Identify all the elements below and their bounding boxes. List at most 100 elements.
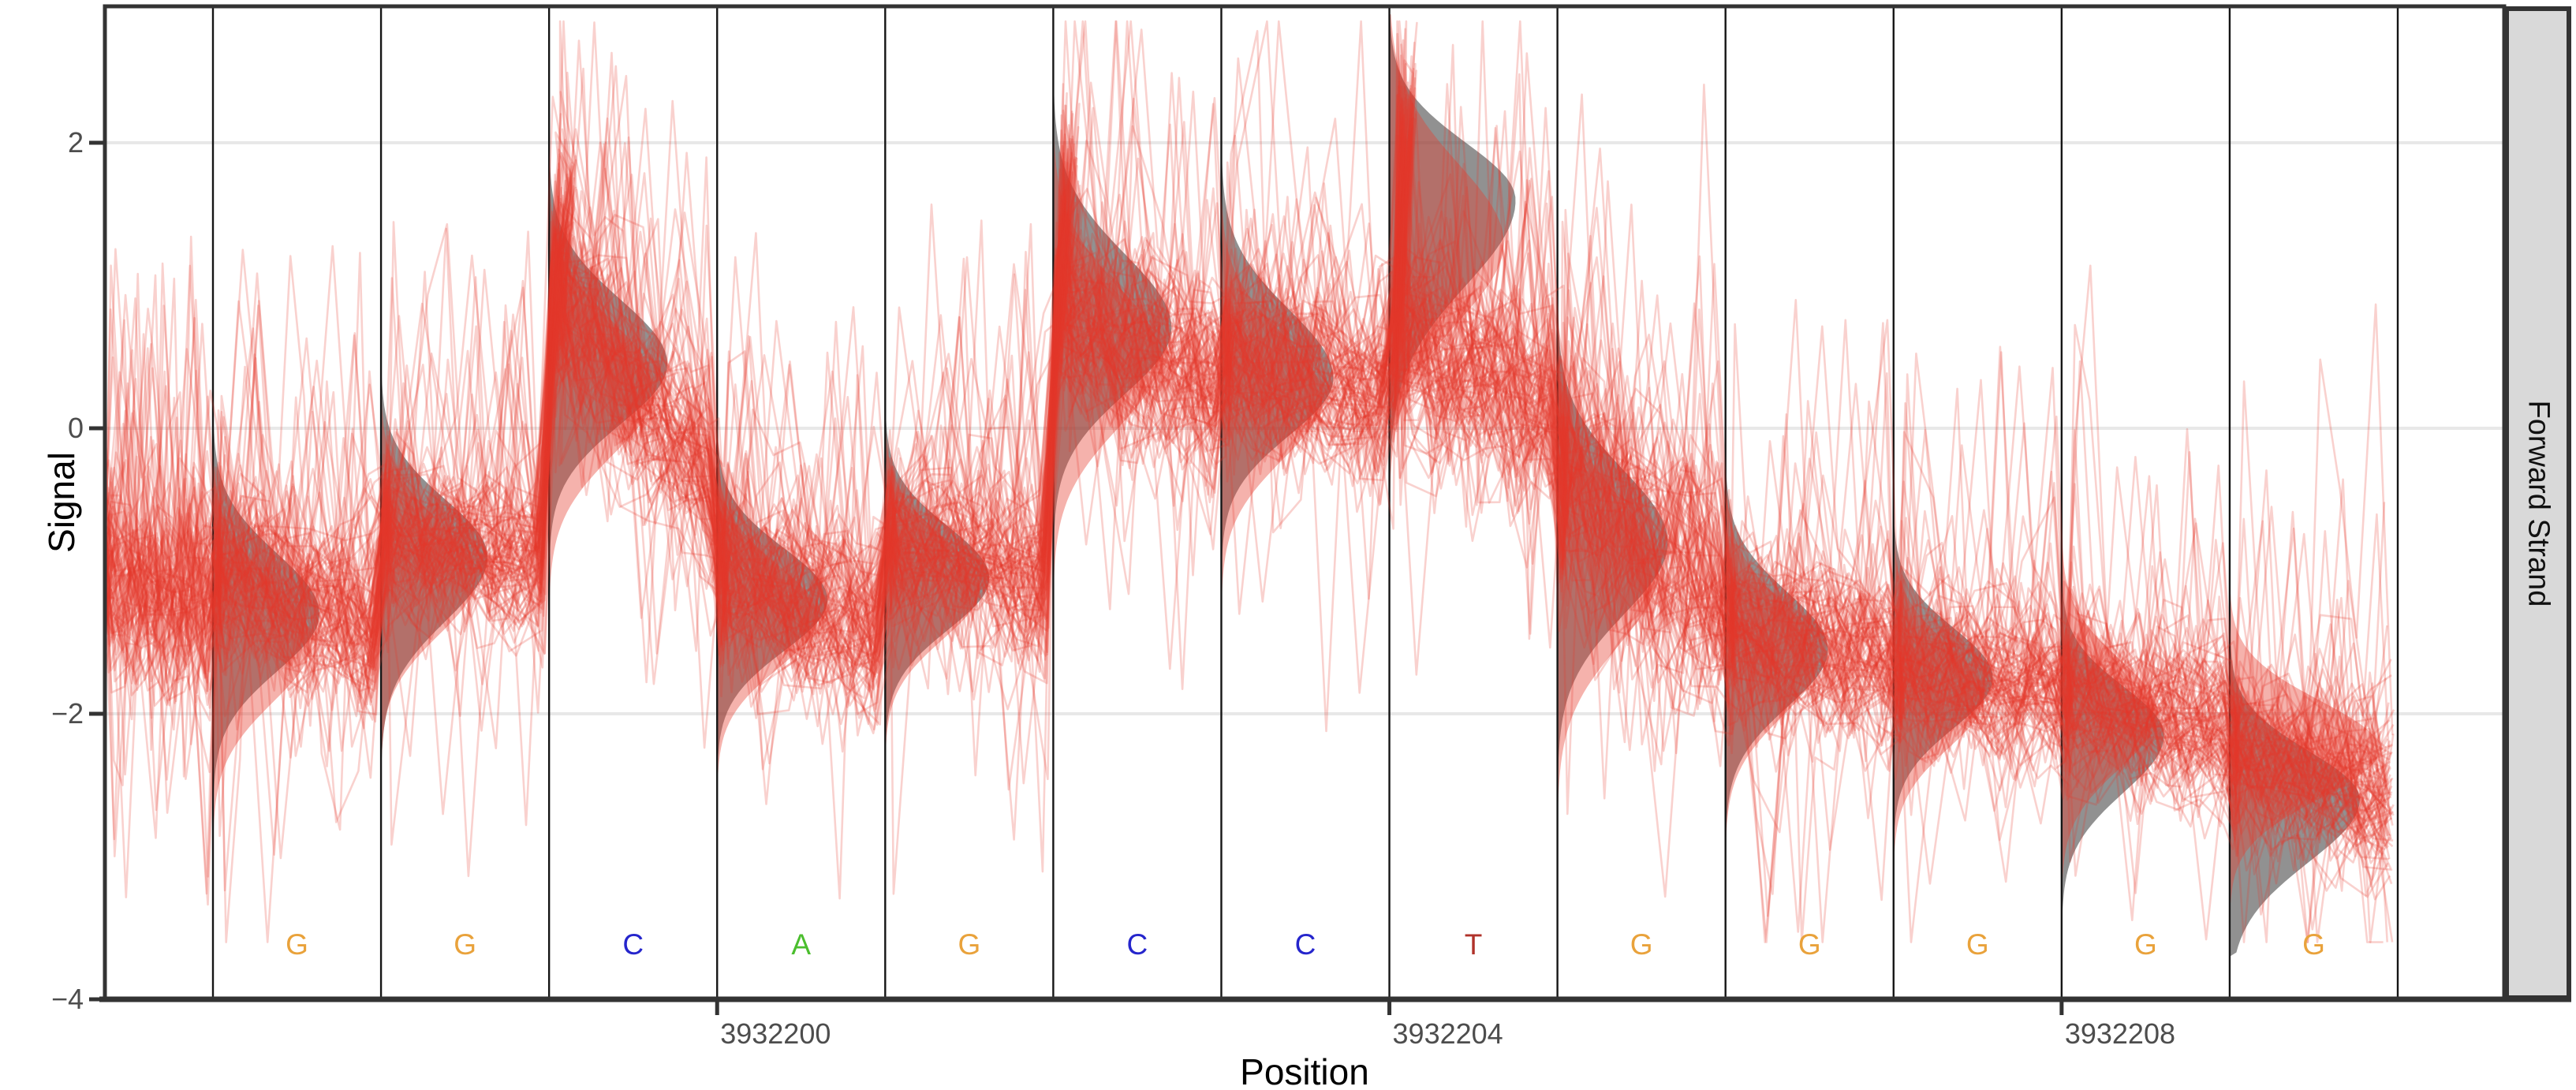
read-trace: [103, 106, 2385, 943]
read-trace: [103, 20, 2389, 848]
read-trace: [104, 21, 2390, 895]
read-trace: [104, 193, 2392, 782]
model-density: [1725, 466, 1828, 833]
read-trace: [103, 94, 2394, 831]
read-density: [885, 424, 980, 753]
base-letter: C: [622, 928, 644, 961]
read-trace: [103, 152, 2384, 804]
read-trace: [103, 279, 2389, 898]
read-trace: [103, 160, 2391, 901]
model-density: [2061, 580, 2164, 918]
facet-strip-forward-strand: Forward Strand: [2504, 6, 2571, 1000]
base-letter: G: [1630, 928, 1653, 961]
read-trace: [103, 20, 2388, 776]
read-trace: [103, 151, 2388, 824]
read-trace: [103, 213, 2394, 861]
base-letter: G: [958, 928, 980, 961]
read-trace: [103, 87, 2388, 820]
model-density: [1053, 91, 1172, 539]
read-trace: [103, 85, 2392, 943]
read-trace: [103, 159, 2391, 860]
read-trace: [103, 141, 2391, 793]
read-trace: [103, 233, 2386, 812]
read-trace: [103, 135, 2388, 849]
read-trace: [103, 113, 2394, 943]
read-trace: [103, 62, 2395, 901]
read-trace: [103, 117, 2387, 878]
base-letter: G: [454, 928, 476, 961]
read-density: [1725, 476, 1819, 842]
read-trace: [103, 43, 2391, 872]
read-trace: [103, 84, 2386, 860]
model-density: [1893, 518, 1993, 838]
model-density: [717, 435, 828, 764]
read-trace: [103, 211, 2382, 843]
read-trace: [103, 20, 2395, 943]
read-trace: [103, 20, 2386, 900]
read-trace: [103, 88, 2392, 898]
read-trace: [103, 20, 2387, 828]
read-trace: [103, 20, 2388, 943]
read-trace: [103, 20, 2391, 811]
model-density: [2229, 644, 2360, 957]
model-density: [1557, 314, 1668, 771]
read-trace: [103, 252, 2389, 813]
base-letter: G: [286, 928, 308, 961]
read-trace: [104, 28, 2393, 755]
base-letter: G: [2134, 928, 2157, 961]
base-letter: C: [1127, 928, 1148, 961]
read-trace: [103, 191, 2389, 841]
y-tick-label: 2: [68, 126, 84, 159]
read-trace: [103, 91, 2389, 791]
read-density: [2061, 539, 2158, 888]
read-trace: [103, 77, 2393, 943]
read-trace: [103, 86, 2392, 851]
read-trace: [103, 168, 2394, 826]
read-density: [717, 452, 819, 782]
read-trace: [103, 54, 2393, 943]
read-trace: [104, 65, 2380, 824]
read-trace: [103, 20, 2384, 877]
read-trace: [103, 80, 2391, 892]
model-density: [885, 413, 990, 743]
read-trace: [103, 103, 2387, 813]
read-trace: [103, 97, 2386, 847]
facet-strip-label: Forward Strand: [2522, 400, 2555, 607]
read-trace: [103, 81, 2394, 943]
read-trace: [103, 134, 2393, 885]
read-density: [1893, 532, 1984, 861]
read-trace: [103, 165, 2385, 801]
read-trace: [103, 106, 2391, 921]
read-trace: [103, 157, 2391, 834]
read-trace: [103, 20, 2386, 779]
x-tick-label: 3932204: [1393, 1017, 1503, 1050]
read-trace: [103, 191, 2388, 820]
y-tick-label: 0: [68, 412, 84, 444]
x-tick-label: 3932200: [720, 1017, 831, 1050]
x-axis-title: Position: [1240, 1051, 1369, 1090]
read-trace: [103, 170, 2389, 823]
read-trace: [103, 217, 2387, 857]
model-density: [549, 158, 668, 556]
read-trace: [103, 118, 2391, 863]
base-letter: G: [1798, 928, 1821, 961]
read-trace: [103, 138, 2393, 885]
y-tick-label: −4: [51, 983, 84, 1015]
read-trace: [103, 117, 2387, 804]
base-letter: G: [2302, 928, 2325, 961]
read-traces: [103, 20, 2395, 943]
read-density: [549, 177, 656, 599]
read-trace: [103, 297, 2387, 842]
read-trace: [103, 39, 2387, 933]
read-trace: [103, 69, 2391, 863]
read-trace: [103, 28, 2390, 820]
read-trace: [103, 51, 2387, 881]
read-trace: [104, 75, 2392, 943]
read-trace: [103, 186, 2381, 895]
read-trace: [103, 85, 2380, 857]
read-trace: [103, 77, 2391, 823]
read-trace: [103, 231, 2392, 808]
read-trace: [103, 84, 2390, 812]
read-trace: [103, 81, 2391, 796]
